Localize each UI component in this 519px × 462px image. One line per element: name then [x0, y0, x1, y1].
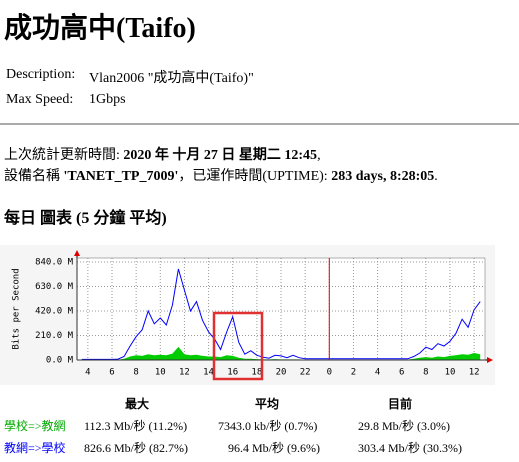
plot-frame [76, 257, 486, 361]
x-tick-label: 10 [445, 368, 456, 378]
y-tick-label: 0.0 M [46, 356, 74, 366]
x-tick-label: 4 [85, 368, 90, 378]
section-title: 每日 圖表 (5 分鐘 平均) [4, 210, 167, 227]
stat-value: 29.8 Mb/秒 (3.0%) [358, 419, 450, 433]
text: ，已運作時間(UPTIME): [178, 169, 332, 184]
info-label: Max Speed: [6, 92, 74, 107]
x-tick-label: 2 [351, 368, 356, 378]
stat-value: 7343.0 kb/秒 (0.7%) [218, 419, 318, 433]
x-tick-label: 6 [109, 368, 114, 378]
x-tick-label: 14 [203, 368, 214, 378]
stat-value: 303.4 Mb/秒 (30.3%) [358, 441, 462, 455]
y-tick-label: 840.0 M [35, 257, 74, 267]
stat-value: 96.4 Mb/秒 (9.6%) [228, 441, 320, 455]
y-tick-label: 210.0 M [35, 331, 74, 341]
x-tick-label: 4 [375, 368, 380, 378]
x-tick-label: 0 [327, 368, 332, 378]
x-tick-label: 6 [399, 368, 404, 378]
status-line: 上次統計更新時間: 2020 年 十月 27 日 星期二 12:45, [4, 144, 321, 164]
stats-header: 最大 [125, 397, 150, 411]
info-value: 1Gbps [89, 92, 126, 107]
info-label: Description: [6, 67, 76, 82]
divider [0, 123, 519, 125]
stats-header: 平均 [255, 397, 280, 411]
x-tick-label: 22 [300, 368, 311, 378]
legend-label: 教網=>學校 [4, 441, 66, 455]
text: 'TANET_TP_7009' [63, 169, 179, 184]
axis-arrow [74, 250, 80, 256]
x-tick-label: 20 [276, 368, 287, 378]
text: 283 days, 8:28:05 [331, 169, 435, 184]
x-tick-label: 16 [227, 368, 238, 378]
text: , [317, 148, 321, 163]
x-tick-label: 12 [469, 368, 480, 378]
stat-value: 112.3 Mb/秒 (11.2%) [84, 419, 188, 433]
x-tick-label: 18 [251, 368, 262, 378]
x-tick-label: 10 [155, 368, 166, 378]
y-axis-label: Bits per Second [12, 268, 22, 349]
chart: Bits per Second 0.0 M 210.0 M 420.0 M 630.0… [0, 245, 495, 385]
legend-label: 學校=>教網 [4, 419, 66, 433]
line [81, 268, 481, 360]
stats-header: 目前 [388, 397, 413, 411]
text: . [434, 169, 438, 184]
axis-arrow [487, 357, 493, 363]
text: 設備名稱 [4, 169, 64, 184]
x-tick-label: 8 [133, 368, 138, 378]
area [81, 346, 481, 360]
y-tick-label: 630.0 M [35, 282, 74, 292]
text: 2020 年 十月 27 日 星期二 12:45 [123, 148, 318, 163]
stat-value: 826.6 Mb/秒 (82.7%) [84, 441, 188, 455]
page-title: 成功高中(Taifo) [4, 13, 196, 44]
x-tick-label: 8 [423, 368, 428, 378]
text: 上次統計更新時間: [4, 148, 124, 163]
status-line: 設備名稱 'TANET_TP_7009'，已運作時間(UPTIME): 283 … [4, 165, 438, 185]
y-tick-label: 420.0 M [35, 306, 74, 316]
x-tick-label: 12 [179, 368, 190, 378]
info-value: Vlan2006 "成功高中(Taifo)" [89, 71, 254, 86]
